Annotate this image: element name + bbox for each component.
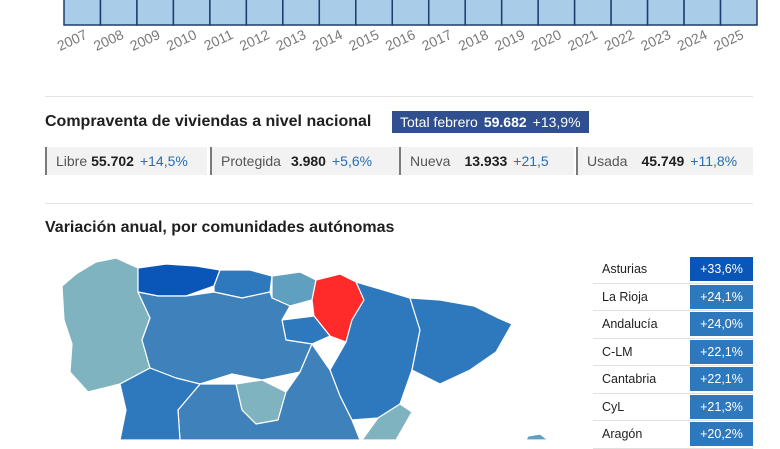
year-bar-2022 [610,0,649,26]
table-row: La Rioja +24,1% [593,284,753,311]
stat-change: +14,5% [139,153,188,169]
year-tick-label: 2012 [237,26,272,54]
year-tick-label: 2022 [602,26,637,54]
year-bar-2018 [464,0,503,26]
year-bar-2014 [318,0,357,26]
stat-value: 13.933 [464,153,508,169]
region-name: Andalucía [602,317,658,331]
total-change: +13,9% [532,114,581,130]
year-tick-label: 2016 [383,26,418,54]
year-bar-2016 [391,0,430,26]
year-bar-2019 [500,0,539,26]
region-comunidad-valenciana [361,403,413,440]
regions-title: Variación anual, por comunidades autónom… [45,219,395,236]
divider [45,203,753,204]
table-row: CyL +21,3% [593,394,753,421]
region-name: Cantabria [602,372,657,386]
stat-label: Nueva [410,153,451,169]
stat-change: +21,5 [513,153,549,169]
stat-nueva: Nueva 13.933 +21,5 [399,147,574,175]
region-change: +22,1% [690,367,753,391]
stat-change: +11,8% [690,153,738,169]
stat-label: Protegida [221,153,281,169]
year-tick-label: 2007 [55,26,90,54]
region-name: Asturias [602,262,648,276]
table-row: Andalucía +24,0% [593,311,753,339]
region-cataluna [409,297,513,385]
national-sales-title: Compraventa de viviendas a nivel naciona… [45,113,372,130]
region-change: +21,3% [690,394,753,419]
year-bar-2011 [209,0,248,26]
year-bar-2023 [646,0,685,26]
stat-protegida: Protegida 3.980 +5,6% [210,147,435,175]
year-tick-label: 2009 [127,26,162,54]
region-change: +24,1% [690,284,753,309]
year-tick-label: 2015 [346,26,381,54]
region-change: +24,0% [690,312,753,336]
year-tick-label: 2014 [310,26,345,54]
year-tick-label: 2010 [164,26,199,54]
year-bar-2024 [683,0,722,26]
yearly-bar-chart: 2007 2008 2009 2010 2011 2012 2013 2014 2015 2016… [55,0,758,54]
stat-libre: Libre 55.702 +14,5% [45,147,207,175]
stat-value: 45.749 [641,153,685,169]
region-name: Aragón [602,427,643,441]
total-label: Total febrero [400,114,478,130]
spain-regions-map [61,257,549,440]
region-name: CyL [602,399,625,414]
region-baleares [525,433,549,440]
region-castilla-la-mancha [177,343,361,440]
year-bar-2015 [355,0,394,26]
year-bar-2012 [245,0,284,26]
total-value: 59.682 [483,114,527,130]
regions-ranking-table: Asturias +33,6% La Rioja +24,1% Andalucía +24… [593,256,753,449]
year-tick-label: 2008 [91,26,126,54]
table-row: C-LM +22,1% [593,339,753,366]
stat-usada: Usada 45.749 +11,8% [576,147,753,175]
year-bar-2017 [427,0,466,26]
year-tick-label: 2020 [529,26,564,54]
table-row: Aragón +20,2% [593,421,753,449]
region-asturias [137,263,221,297]
total-february-badge: Total febrero 59.682 +13,9% [392,111,589,133]
year-tick-label: 2025 [711,26,746,54]
year-tick-label: 2011 [201,26,235,53]
year-bar-2025 [719,0,758,26]
stat-value: 55.702 [91,153,134,169]
year-tick-label: 2021 [565,26,600,54]
year-tick-label: 2017 [419,26,454,54]
year-bar-2007 [63,0,102,26]
stat-label: Libre [56,153,88,169]
region-galicia [61,257,151,393]
region-name: C-LM [602,344,633,359]
year-tick-label: 2013 [273,26,308,54]
year-tick-label: 2018 [456,26,491,54]
stat-label: Usada [587,153,628,169]
year-tick-label: 2019 [492,26,527,54]
table-row: Cantabria +22,1% [593,366,753,394]
region-extremadura [119,367,201,440]
year-bar-2020 [537,0,576,26]
year-bar-2013 [282,0,321,26]
region-change: +20,2% [690,422,753,446]
year-bar-2010 [172,0,211,26]
region-change: +22,1% [690,339,753,364]
year-tick-label: 2023 [638,26,673,54]
divider [45,96,753,97]
year-bar-2009 [136,0,175,26]
stat-value: 3.980 [290,153,326,169]
table-row: Asturias +33,6% [593,256,753,284]
region-name: La Rioja [602,289,648,304]
year-bar-2008 [99,0,138,26]
year-tick-label: 2024 [675,26,710,54]
year-bar-2021 [573,0,612,26]
region-change: +33,6% [690,257,753,281]
region-castilla-y-leon [137,291,313,385]
stat-change: +5,6% [331,153,373,169]
